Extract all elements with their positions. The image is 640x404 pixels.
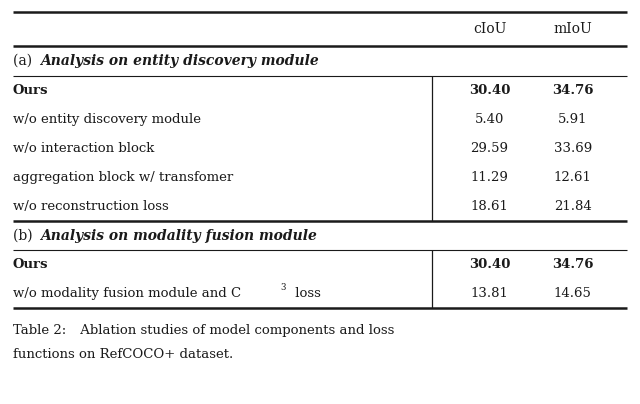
Text: 5.91: 5.91 [558,113,588,126]
Text: Ablation studies of model components and loss: Ablation studies of model components and… [76,324,394,337]
Text: (a): (a) [13,54,36,68]
Text: 21.84: 21.84 [554,200,591,213]
Text: Ours: Ours [13,84,48,97]
Text: 3: 3 [280,283,285,292]
Text: 33.69: 33.69 [554,142,592,155]
Text: w/o entity discovery module: w/o entity discovery module [13,113,201,126]
Text: w/o interaction block: w/o interaction block [13,142,154,155]
Text: 11.29: 11.29 [470,171,509,184]
Text: 18.61: 18.61 [470,200,509,213]
Text: 13.81: 13.81 [470,287,509,300]
Text: aggregation block w/ transfomer: aggregation block w/ transfomer [13,171,233,184]
Text: 12.61: 12.61 [554,171,592,184]
Text: 34.76: 34.76 [552,258,593,271]
Text: 5.40: 5.40 [475,113,504,126]
Text: 30.40: 30.40 [469,84,510,97]
Text: mIoU: mIoU [554,22,592,36]
Text: Analysis on entity discovery module: Analysis on entity discovery module [40,54,319,68]
Text: Ours: Ours [13,258,48,271]
Text: cIoU: cIoU [473,22,506,36]
Text: w/o modality fusion module and C: w/o modality fusion module and C [13,287,241,300]
Text: Analysis on modality fusion module: Analysis on modality fusion module [40,229,317,242]
Text: (b): (b) [13,229,36,242]
Text: 29.59: 29.59 [470,142,509,155]
Text: 34.76: 34.76 [552,84,593,97]
Text: loss: loss [291,287,321,300]
Text: w/o reconstruction loss: w/o reconstruction loss [13,200,168,213]
Text: Table 2:: Table 2: [13,324,66,337]
Text: 14.65: 14.65 [554,287,592,300]
Text: functions on RefCOCO+ dataset.: functions on RefCOCO+ dataset. [13,348,233,361]
Text: 30.40: 30.40 [469,258,510,271]
